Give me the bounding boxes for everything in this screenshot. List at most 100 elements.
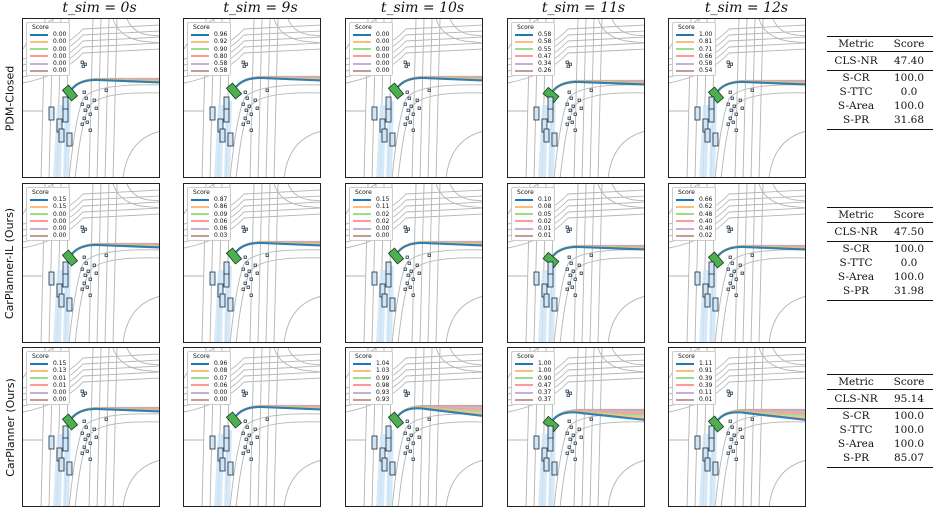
pedestrian-agent [729,227,733,231]
agent-vehicle [62,437,69,452]
legend-title: Score [678,353,695,360]
pedestrian-agent [82,419,86,423]
legend-swatch [191,48,209,51]
legend-swatch [515,40,533,43]
score-header: Score [893,209,925,221]
legend-entry: 0.00 [30,46,66,53]
legend-entry: 0.11 [353,203,389,210]
pedestrian-agent [84,261,88,265]
pedestrian-agent [571,433,575,437]
trajectory-candidate [552,80,644,92]
agent-vehicle [547,425,554,440]
legend-score-value: 0.01 [53,381,67,389]
agent-vehicle [48,435,55,450]
pedestrian-agent [750,417,754,421]
pedestrian-agent [403,389,407,393]
score-legend: Score 0.15 0.15 0.00 0.00 0.00 0.00 [26,187,71,242]
pedestrian-agent [265,417,269,421]
s-area-label: S-Area [837,438,875,450]
pedestrian-agent [81,229,85,233]
ego-vehicle [61,249,79,267]
pedestrian-agent [571,269,575,273]
pedestrian-agent [728,255,732,259]
pedestrian-agent [245,425,249,429]
legend-swatch [676,234,694,237]
legend-score-value: 0.37 [538,396,552,404]
pedestrian-agent [565,60,569,64]
legend-entry: 0.03 [191,232,227,239]
pedestrian-agent [82,116,86,120]
score-legend: Score 0.15 0.13 0.01 0.01 0.00 0.00 [26,351,71,406]
legend-swatch [191,40,209,43]
pedestrian-agent [750,88,754,92]
scenario-panel: Score 0.15 0.11 0.02 0.02 0.00 0.00 [345,183,483,343]
trajectory-candidate [235,76,320,88]
legend-score-value: 0.58 [214,59,228,67]
legend-entry: 0.40 [676,218,712,225]
pedestrian-agent [80,431,84,435]
legend-entry: 1.00 [676,31,712,38]
pedestrian-agent [85,449,89,453]
agent-vehicle [227,132,234,147]
pedestrian-agent [726,389,730,393]
agent-vehicle [58,293,65,308]
ego-vehicle [225,82,243,100]
pedestrian-agent [88,441,92,445]
pedestrian-agent [729,273,733,277]
pedestrian-agent [566,393,570,397]
legend-swatch [676,55,694,58]
legend-swatch [30,40,48,43]
legend-score-value: 0.81 [699,38,713,46]
legend-entry: 0.06 [191,382,227,389]
pedestrian-agent [92,263,96,267]
legend-entry: 1.03 [353,367,389,374]
agent-vehicle [385,425,392,440]
pedestrian-agent [567,90,571,94]
pedestrian-agent [728,116,732,120]
s-cr-value: 100.0 [893,410,925,422]
legend-score-value: 0.03 [214,232,228,240]
agent-vehicle [694,435,701,450]
agent-vehicle [58,128,65,143]
legend-score-value: 0.11 [699,388,713,396]
pedestrian-agent [80,389,84,393]
legend-swatch [676,227,694,230]
pedestrian-agent [83,227,87,231]
trajectory-group [71,406,159,419]
pedestrian-agent [738,263,742,267]
legend-swatch [191,213,209,216]
legend-score-value: 0.39 [699,381,713,389]
pedestrian-agent [403,267,407,271]
pedestrian-agent [82,255,86,259]
pedestrian-agent [406,273,410,277]
pedestrian-agent [417,106,421,110]
agent-vehicle [385,96,392,111]
legend-entry: 0.58 [515,31,551,38]
legend-entry: 0.58 [191,67,227,74]
pedestrian-agent [729,62,733,66]
legend-swatch [353,62,371,65]
trajectory-candidate [397,407,482,417]
legend-swatch [515,220,533,223]
time-label-1: t_sim = 9s [223,0,298,16]
scenario-panel: Score 1.04 1.03 0.99 0.98 0.93 0.93 [345,347,483,507]
legend-swatch [353,391,371,394]
agent-vehicle [209,106,216,121]
pedestrian-agent [726,225,730,229]
legend-score-value: 0.00 [376,31,390,39]
pedestrian-agent [82,90,86,94]
agent-vehicle [371,271,378,286]
pedestrian-agent [730,261,734,265]
agent-vehicle [533,435,540,450]
legend-entry: 0.54 [676,67,712,74]
trajectory-group [71,77,159,90]
legend-swatch [676,33,694,36]
legend-score-value: 1.00 [538,367,552,375]
legend-entry: 0.08 [515,203,551,210]
pedestrian-agent [406,437,410,441]
legend-swatch [353,205,371,208]
trajectory-candidate [552,245,644,257]
legend-swatch [191,362,209,365]
pedestrian-agent [406,227,410,231]
legend-entry: 0.39 [676,375,712,382]
